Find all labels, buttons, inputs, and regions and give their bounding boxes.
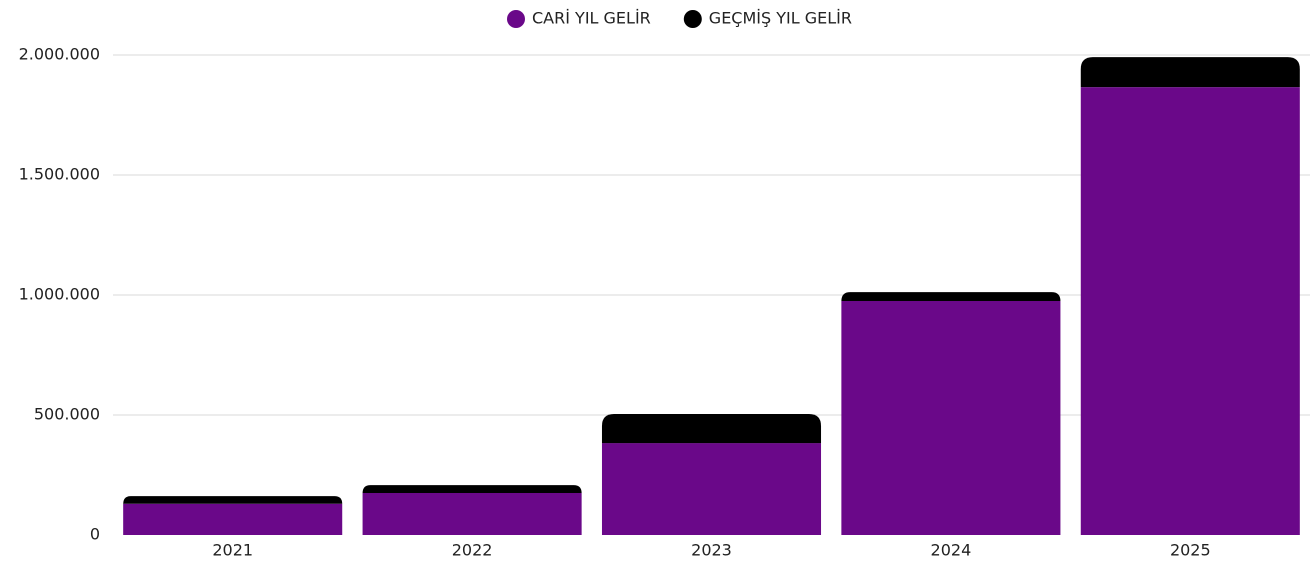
legend-marker [683, 10, 702, 28]
y-tick-label: 1.000.000 [19, 285, 100, 304]
x-tick-label: 2021 [212, 541, 253, 560]
x-tick-label: 2025 [1170, 541, 1211, 560]
bar-segment [123, 503, 343, 535]
bar-segment [601, 443, 822, 535]
bar-segment [1080, 57, 1300, 88]
y-tick-label: 500.000 [34, 405, 100, 424]
x-tick-label: 2022 [452, 541, 493, 560]
x-tick-label: 2023 [691, 541, 732, 560]
bar-segment [841, 292, 1061, 301]
y-tick-label: 1.500.000 [19, 165, 100, 184]
bar-segment [362, 485, 582, 493]
bar-segment [1080, 87, 1300, 535]
x-tick-label: 2024 [931, 541, 972, 560]
bar-segment [601, 414, 822, 444]
legend-label: CARİ YIL GELİR [532, 9, 651, 28]
bar-segment [362, 493, 582, 535]
bar-segment [841, 301, 1061, 535]
y-tick-label: 2.000.000 [19, 45, 100, 64]
legend-marker [507, 10, 525, 28]
bar-segment [123, 496, 343, 504]
y-tick-label: 0 [90, 525, 100, 544]
legend-label: GEÇMİŞ YIL GELİR [709, 9, 852, 28]
